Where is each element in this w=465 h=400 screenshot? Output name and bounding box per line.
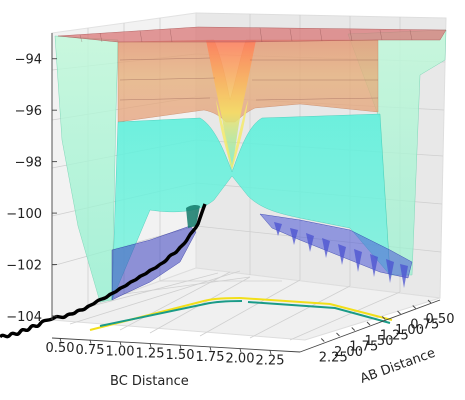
x-axis-label: BC Distance: [110, 374, 189, 389]
x-tick-label: 2.00: [226, 352, 255, 367]
floor-contours: [89, 297, 393, 331]
y-tick-label: 1.00: [395, 323, 424, 338]
x-tick-mark: [179, 344, 182, 350]
x-axis-line: [51, 337, 301, 353]
surface-left-wall: [54, 35, 119, 303]
x-tick-mark: [209, 346, 212, 351]
z-tick-label: −98: [15, 156, 42, 171]
x-tick-label: 2.25: [256, 353, 285, 368]
x-tick-label: 1.75: [196, 350, 225, 365]
y-axis-line: [299, 299, 441, 353]
contour-teal-left: [99, 300, 243, 327]
y-tick-label: 0.75: [410, 318, 439, 333]
x-tick-mark: [239, 348, 242, 353]
y-tick-label: 1.75: [349, 340, 378, 355]
x-tick-label: 0.50: [46, 341, 75, 356]
x-axis-ticks: 0.50 0.75 1.00 1.25 1.50 1.75 2.00 2.25: [46, 337, 285, 368]
y-tick-label: 2.00: [334, 345, 363, 360]
surface-mesh: [79, 27, 413, 101]
x-tick-mark: [269, 350, 272, 355]
y-tick-label: 0.50: [426, 312, 455, 327]
x-tick-mark: [59, 337, 62, 343]
y-tick-mark: [366, 321, 371, 326]
x-tick-mark: [89, 339, 92, 344]
contour-teal-right: [247, 301, 391, 324]
z-axis-ticks: −94 −96 −98 −100 −102 −104: [6, 53, 57, 325]
surface-plateau: [57, 26, 447, 43]
surface-valley-teal: [186, 204, 200, 228]
y-tick-mark: [412, 305, 417, 309]
z-tick-label: −104: [6, 310, 42, 325]
reaction-trajectory: [0, 203, 207, 339]
surface-saddle-highlight: [216, 100, 248, 170]
x-tick-mark: [119, 341, 122, 346]
y-tick-mark: [351, 327, 356, 331]
y-tick-mark: [381, 316, 386, 320]
x-tick-label: 0.75: [76, 343, 105, 358]
y-tick-label: 1.25: [380, 329, 409, 344]
floor-pane: [51, 267, 441, 341]
y-axis-ticks: 0.500.751.001.251.501.752.002.25: [319, 299, 455, 366]
x-tick-label: 1.00: [106, 345, 135, 360]
z-tick-label: −94: [15, 53, 42, 68]
y-tick-label: 1.50: [365, 334, 394, 349]
x-tick-mark: [149, 343, 152, 348]
y-tick-mark: [320, 338, 325, 342]
y-tick-mark: [397, 310, 401, 315]
x-tick-label: 1.25: [136, 346, 165, 361]
x-tick-label: 1.50: [166, 348, 195, 363]
z-tick-label: −100: [6, 207, 42, 222]
axis-lines: [51, 33, 441, 353]
z-tick-label: −96: [15, 104, 42, 119]
contour-yellow-right: [239, 297, 393, 321]
y-tick-label: 2.25: [319, 351, 348, 366]
surface-saddle-neck: [206, 40, 256, 172]
z-tick-label: −102: [6, 259, 42, 274]
contour-yellow-left: [89, 297, 241, 331]
surface-valley-spikes: [274, 222, 408, 288]
y-tick-mark: [336, 332, 340, 337]
y-tick-mark: [427, 299, 432, 304]
